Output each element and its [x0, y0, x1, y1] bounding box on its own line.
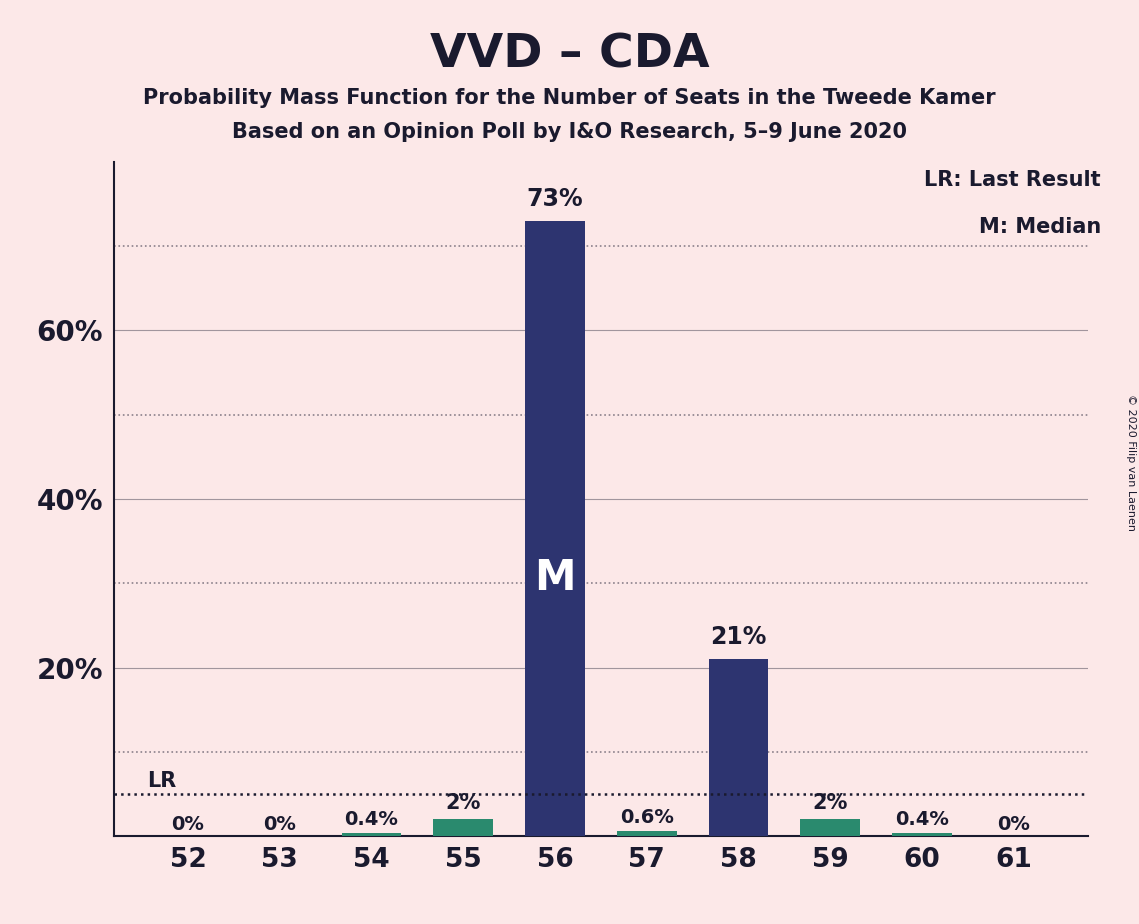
- Text: Based on an Opinion Poll by I&O Research, 5–9 June 2020: Based on an Opinion Poll by I&O Research…: [232, 122, 907, 142]
- Text: 2%: 2%: [445, 793, 481, 812]
- Text: 0.6%: 0.6%: [620, 808, 673, 827]
- Text: 0%: 0%: [998, 815, 1030, 833]
- Bar: [801, 820, 860, 836]
- Bar: [892, 833, 952, 836]
- Bar: [525, 221, 584, 836]
- Text: Probability Mass Function for the Number of Seats in the Tweede Kamer: Probability Mass Function for the Number…: [144, 88, 995, 108]
- Text: © 2020 Filip van Laenen: © 2020 Filip van Laenen: [1125, 394, 1136, 530]
- Text: M: M: [534, 557, 575, 599]
- Bar: [708, 659, 768, 836]
- Text: M: Median: M: Median: [978, 216, 1100, 237]
- Text: 21%: 21%: [711, 625, 767, 649]
- Text: 0%: 0%: [172, 815, 204, 833]
- Text: 73%: 73%: [526, 187, 583, 211]
- Text: 0.4%: 0.4%: [344, 809, 399, 829]
- Text: 0.4%: 0.4%: [895, 809, 949, 829]
- Bar: [434, 820, 493, 836]
- Text: 0%: 0%: [263, 815, 296, 833]
- Bar: [617, 832, 677, 836]
- Text: 2%: 2%: [812, 793, 847, 812]
- Text: LR: Last Result: LR: Last Result: [924, 170, 1100, 190]
- Bar: [342, 833, 401, 836]
- Text: VVD – CDA: VVD – CDA: [429, 32, 710, 78]
- Text: LR: LR: [147, 771, 175, 791]
